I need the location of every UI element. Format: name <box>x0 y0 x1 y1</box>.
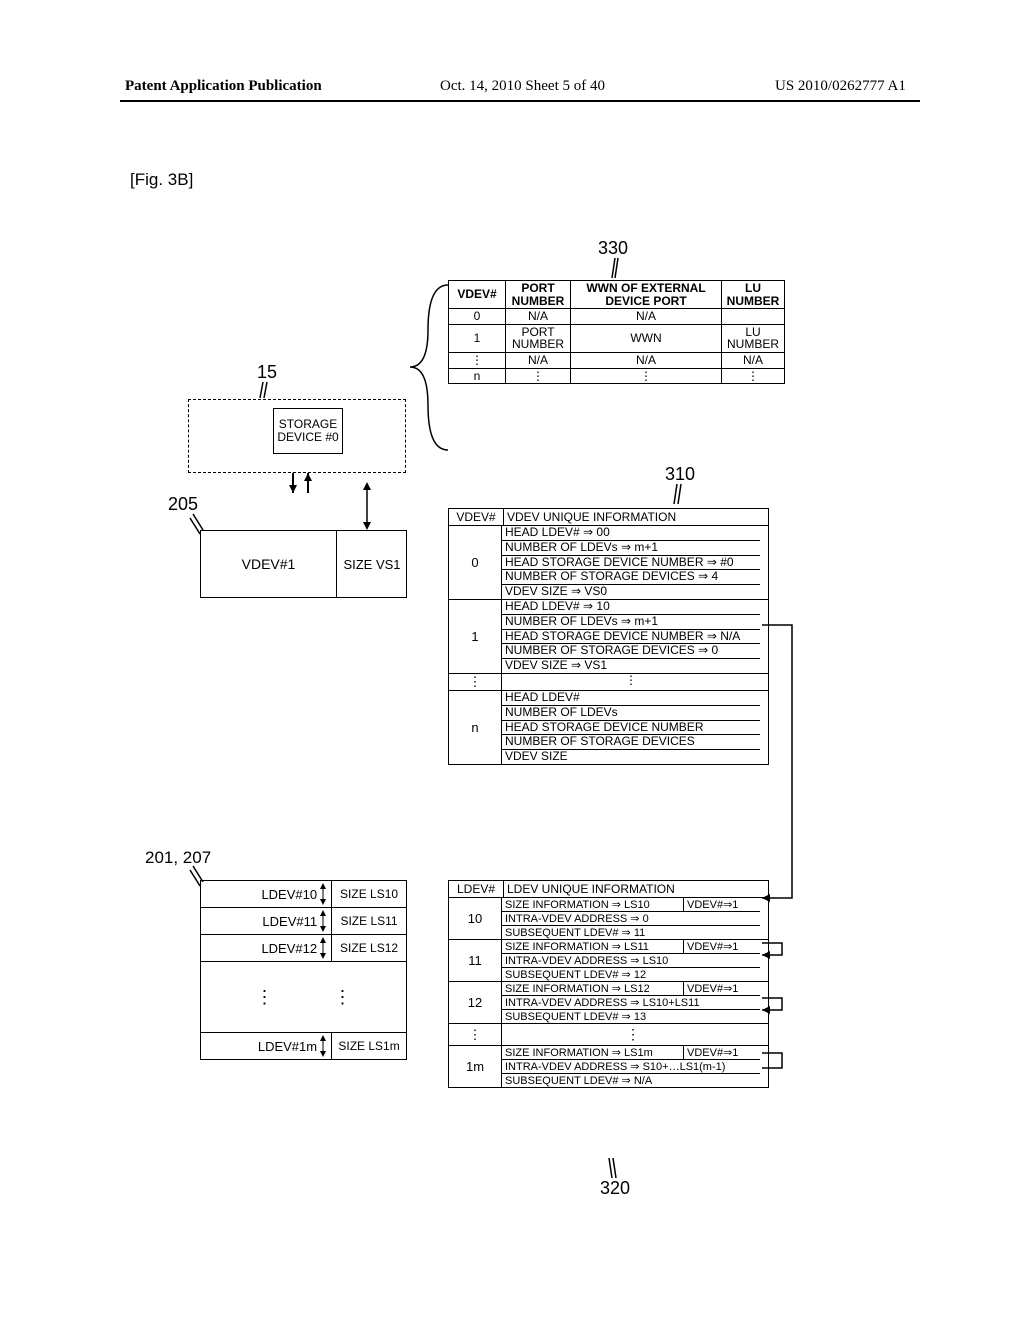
storage-vdev-arrows <box>283 473 323 530</box>
refnum-201-207: 201, 207 <box>145 848 211 868</box>
table-310: VDEV# VDEV UNIQUE INFORMATION 0HEAD LDEV… <box>448 508 769 765</box>
t320-val: SIZE INFORMATION ⇒ LS10VDEV#⇒1INTRA-VDEV… <box>502 898 760 939</box>
t320-val: SIZE INFORMATION ⇒ LS11VDEV#⇒1INTRA-VDEV… <box>502 940 760 981</box>
refnum-330: 330 <box>598 238 628 259</box>
ldev-row: LDEV#12SIZE LS12 <box>201 935 406 962</box>
t310-h0: VDEV# <box>449 509 504 525</box>
t320-key: 11 <box>449 940 502 981</box>
refline-330 <box>610 258 620 280</box>
t330-h3: LU NUMBER <box>722 281 785 309</box>
storage-device-box: STORAGE DEVICE #0 <box>273 408 343 454</box>
refline-15 <box>258 382 268 400</box>
ldev-row: LDEV#1mSIZE LS1m <box>201 1033 406 1059</box>
t310-key: 1 <box>449 600 502 673</box>
vdev1-size: SIZE VS1 <box>336 531 407 597</box>
vdev1-box: VDEV#1 SIZE VS1 <box>200 530 407 598</box>
t310-val: HEAD LDEV# ⇒ 00NUMBER OF LDEVs ⇒ m+1HEAD… <box>502 526 760 599</box>
t310-key: ⋮ <box>449 674 502 690</box>
ldev-row: LDEV#11SIZE LS11 <box>201 908 406 935</box>
t310-key: 0 <box>449 526 502 599</box>
t320-key: 10 <box>449 898 502 939</box>
t320-val: SIZE INFORMATION ⇒ LS12VDEV#⇒1INTRA-VDEV… <box>502 982 760 1023</box>
refline-310 <box>672 484 682 506</box>
t320-h1: LDEV UNIQUE INFORMATION <box>504 881 768 897</box>
table-330: VDEV# PORT NUMBER WWN OF EXTERNAL DEVICE… <box>448 280 785 384</box>
header-right: US 2010/0262777 A1 <box>775 78 906 95</box>
side-connectors <box>762 508 822 1178</box>
table-320: LDEV# LDEV UNIQUE INFORMATION 10SIZE INF… <box>448 880 769 1088</box>
ldev-stack: LDEV#10SIZE LS10LDEV#11SIZE LS11LDEV#12S… <box>200 880 407 1060</box>
t320-key: 1m <box>449 1046 502 1087</box>
t320-key: 12 <box>449 982 502 1023</box>
t320-key: ⋮ <box>449 1024 502 1045</box>
t310-key: n <box>449 691 502 764</box>
refnum-205: 205 <box>168 494 198 515</box>
t330-h1: PORT NUMBER <box>506 281 571 309</box>
refline-320 <box>606 1158 618 1180</box>
vdev-size-arrow <box>360 482 374 530</box>
t310-val: ⋮ <box>502 674 760 690</box>
storage-device-label: STORAGE DEVICE #0 <box>274 418 342 443</box>
refnum-320: 320 <box>600 1178 630 1199</box>
brace-330 <box>410 280 450 455</box>
vdev1-label: VDEV#1 <box>201 531 336 597</box>
header-mid: Oct. 14, 2010 Sheet 5 of 40 <box>440 78 605 95</box>
t330-h2: WWN OF EXTERNAL DEVICE PORT <box>571 281 722 309</box>
header-left: Patent Application Publication <box>125 78 322 95</box>
ldev-dots: ⋮⋮ <box>201 962 406 1033</box>
header-rule <box>120 100 920 102</box>
figure-label: [Fig. 3B] <box>130 170 193 190</box>
refnum-15: 15 <box>257 362 277 383</box>
t330-h0: VDEV# <box>449 281 506 309</box>
t310-h1: VDEV UNIQUE INFORMATION <box>504 509 768 525</box>
t310-val: HEAD LDEV# ⇒ 10NUMBER OF LDEVs ⇒ m+1HEAD… <box>502 600 760 673</box>
refnum-310: 310 <box>665 464 695 485</box>
t320-h0: LDEV# <box>449 881 504 897</box>
t320-val: ⋮ <box>502 1024 764 1045</box>
t320-val: SIZE INFORMATION ⇒ LS1mVDEV#⇒1INTRA-VDEV… <box>502 1046 760 1087</box>
ldev-row: LDEV#10SIZE LS10 <box>201 881 406 908</box>
t310-val: HEAD LDEV#NUMBER OF LDEVsHEAD STORAGE DE… <box>502 691 760 764</box>
